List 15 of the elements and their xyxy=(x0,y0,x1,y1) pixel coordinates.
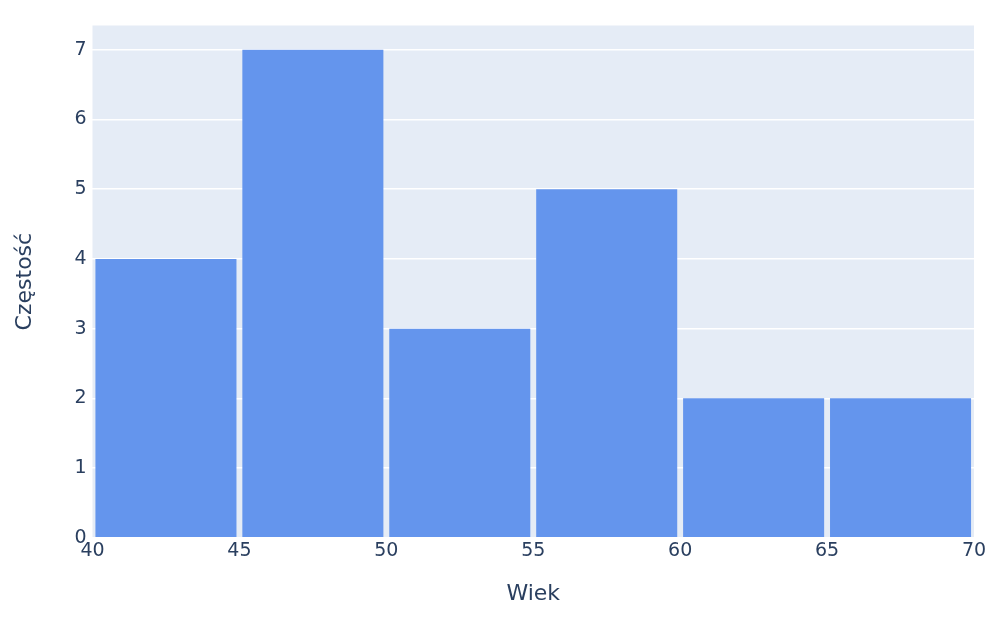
y-tick-label: 1 xyxy=(74,455,87,478)
y-tick-label: 2 xyxy=(74,385,87,408)
y-tick-label: 4 xyxy=(74,245,87,268)
y-tick-label: 5 xyxy=(74,176,87,199)
x-tick-label: 55 xyxy=(521,538,546,561)
x-tick-label: 60 xyxy=(668,538,693,561)
x-tick-label: 45 xyxy=(227,538,252,561)
x-tick-label: 70 xyxy=(961,538,987,561)
x-axis-title: Wiek xyxy=(506,579,561,605)
x-tick-label: 65 xyxy=(814,538,840,561)
y-tick-label: 6 xyxy=(74,106,87,129)
y-tick-label: 3 xyxy=(74,315,87,338)
y-tick-label: 7 xyxy=(74,36,87,59)
x-tick-label: 50 xyxy=(374,538,399,561)
y-axis-title: Częstość xyxy=(10,232,36,331)
